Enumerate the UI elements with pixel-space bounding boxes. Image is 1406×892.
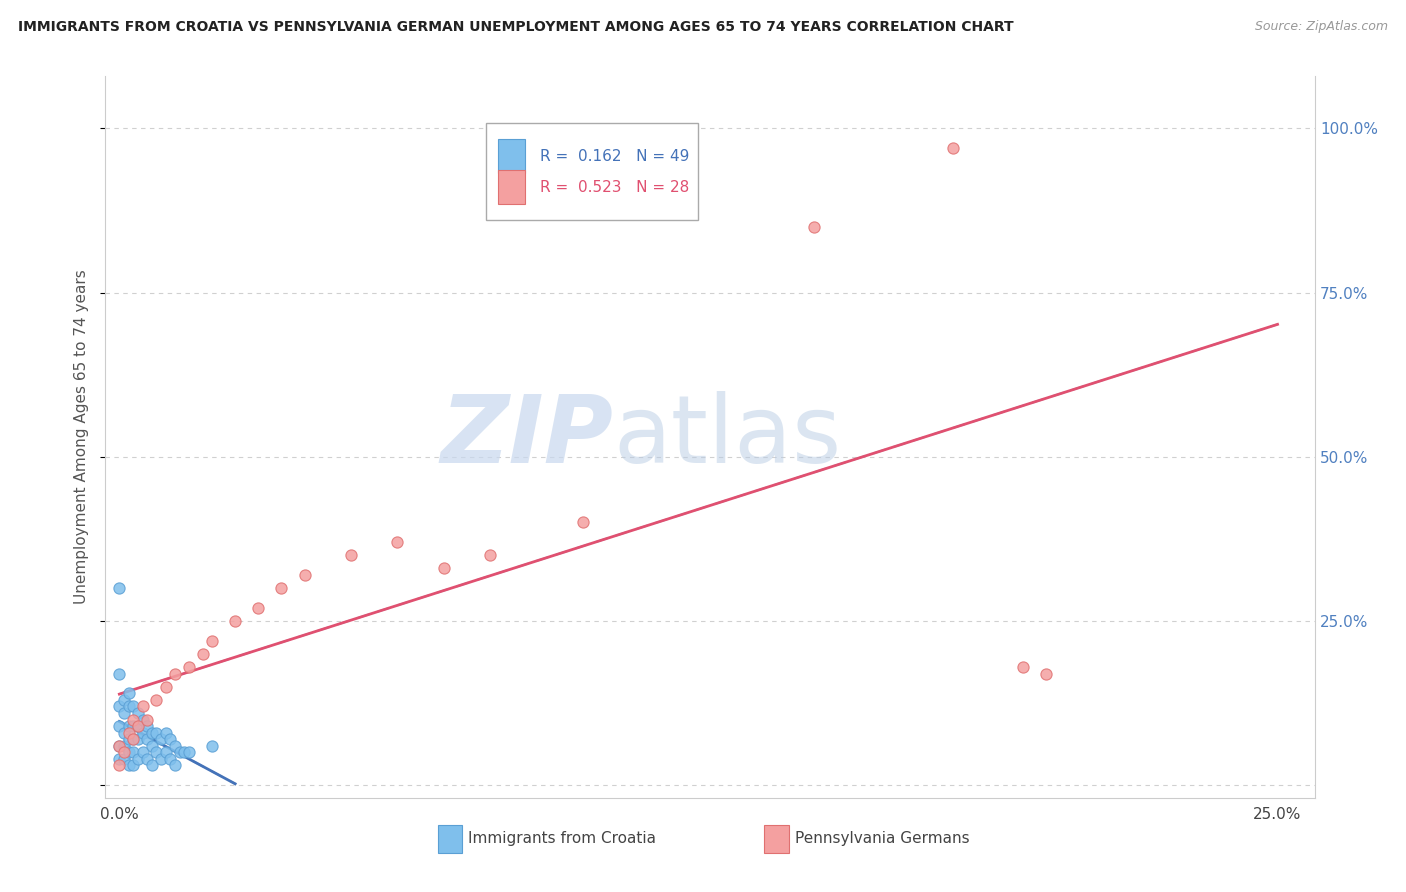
Point: [108, 758, 131, 772]
Point: [201, 633, 224, 648]
Point: [122, 719, 145, 733]
Point: [127, 706, 149, 720]
Point: [145, 725, 167, 739]
Point: [117, 758, 139, 772]
Text: R =  0.162   N = 49: R = 0.162 N = 49: [540, 149, 689, 163]
Text: atlas: atlas: [613, 391, 842, 483]
Text: Pennsylvania Germans: Pennsylvania Germans: [794, 830, 969, 846]
Point: [136, 752, 159, 766]
Point: [108, 739, 131, 753]
Point: [173, 745, 195, 759]
Point: [127, 719, 149, 733]
Point: [108, 666, 131, 681]
Point: [159, 752, 181, 766]
Point: [159, 732, 181, 747]
Point: [163, 739, 186, 753]
Point: [150, 752, 173, 766]
Point: [108, 739, 131, 753]
Point: [122, 732, 145, 747]
Point: [136, 713, 159, 727]
Point: [108, 581, 131, 595]
Point: [112, 752, 135, 766]
Bar: [765, 825, 789, 853]
Point: [191, 647, 214, 661]
Text: R =  0.523   N = 28: R = 0.523 N = 28: [540, 179, 689, 194]
Point: [294, 568, 316, 582]
Y-axis label: Unemployment Among Ages 65 to 74 years: Unemployment Among Ages 65 to 74 years: [75, 269, 90, 605]
Point: [155, 680, 177, 694]
Point: [117, 725, 139, 739]
Point: [177, 745, 200, 759]
FancyBboxPatch shape: [486, 123, 697, 220]
Point: [117, 745, 139, 759]
Point: [122, 732, 145, 747]
Bar: [439, 825, 463, 853]
Point: [1011, 660, 1033, 674]
Bar: [499, 138, 524, 173]
Point: [108, 699, 131, 714]
Point: [433, 561, 456, 575]
Point: [942, 141, 965, 155]
Point: [145, 693, 167, 707]
Point: [163, 666, 186, 681]
Point: [169, 745, 191, 759]
Point: [247, 600, 270, 615]
Point: [340, 549, 363, 563]
Point: [108, 719, 131, 733]
Point: [141, 739, 163, 753]
Point: [155, 725, 177, 739]
Point: [112, 706, 135, 720]
Point: [112, 745, 135, 759]
Point: [122, 745, 145, 759]
Point: [803, 219, 825, 234]
Point: [127, 719, 149, 733]
Point: [112, 739, 135, 753]
Point: [122, 699, 145, 714]
Point: [127, 732, 149, 747]
Point: [201, 739, 224, 753]
Point: [117, 732, 139, 747]
Point: [478, 549, 501, 563]
Point: [571, 516, 593, 530]
Text: ZIP: ZIP: [440, 391, 613, 483]
Point: [270, 581, 292, 595]
Point: [131, 725, 153, 739]
Point: [122, 758, 145, 772]
Point: [163, 758, 186, 772]
Text: Source: ZipAtlas.com: Source: ZipAtlas.com: [1254, 20, 1388, 33]
Point: [117, 686, 139, 700]
Point: [141, 725, 163, 739]
Point: [131, 713, 153, 727]
Point: [122, 713, 145, 727]
Point: [117, 719, 139, 733]
Point: [387, 535, 409, 549]
Point: [112, 725, 135, 739]
Point: [136, 732, 159, 747]
Point: [117, 699, 139, 714]
Point: [131, 745, 153, 759]
Point: [177, 660, 200, 674]
Text: IMMIGRANTS FROM CROATIA VS PENNSYLVANIA GERMAN UNEMPLOYMENT AMONG AGES 65 TO 74 : IMMIGRANTS FROM CROATIA VS PENNSYLVANIA …: [18, 20, 1014, 34]
Text: Immigrants from Croatia: Immigrants from Croatia: [468, 830, 657, 846]
Point: [108, 752, 131, 766]
Point: [150, 732, 173, 747]
Point: [145, 745, 167, 759]
Point: [131, 699, 153, 714]
Point: [224, 614, 246, 628]
Point: [127, 752, 149, 766]
Point: [1035, 666, 1057, 681]
Point: [112, 693, 135, 707]
Point: [155, 745, 177, 759]
Point: [141, 758, 163, 772]
Bar: [499, 169, 524, 204]
Point: [136, 719, 159, 733]
